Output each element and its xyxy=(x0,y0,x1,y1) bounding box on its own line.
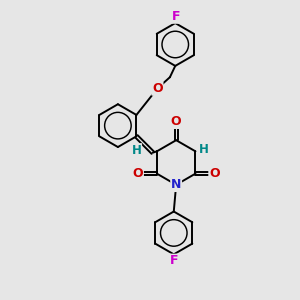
Text: F: F xyxy=(172,10,180,23)
Text: O: O xyxy=(171,115,182,128)
Text: F: F xyxy=(169,254,178,267)
Text: H: H xyxy=(131,144,141,157)
Text: O: O xyxy=(133,167,143,180)
Text: O: O xyxy=(152,82,163,95)
Text: O: O xyxy=(209,167,220,180)
Text: H: H xyxy=(199,143,209,156)
Text: N: N xyxy=(171,178,181,191)
